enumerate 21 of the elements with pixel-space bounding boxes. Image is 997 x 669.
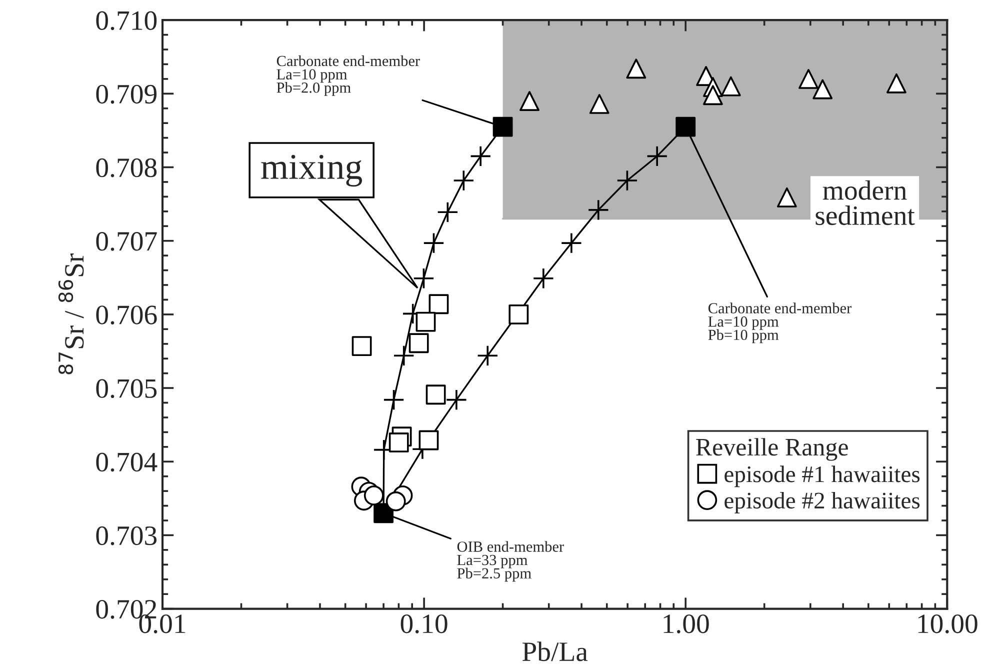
- annotation: OIB end-member La=33 ppm Pb=2.5 ppm: [457, 541, 564, 582]
- annotation: Carbonate end-member La=10 ppm Pb=10 ppm: [708, 302, 852, 344]
- y-axis-title: $^{87}$Sr / $^{86}$Sr: [58, 254, 84, 374]
- y-tick-label: 0.703: [96, 526, 157, 546]
- legend-label: episode #1 hawaiites: [724, 466, 920, 488]
- y-tick-label: 0.704: [96, 452, 158, 472]
- legend-title: Reveille Range: [696, 438, 848, 461]
- y-tick-label: 0.710: [96, 11, 157, 30]
- y-tick-label: 0.709: [96, 84, 157, 104]
- y-tick-label: 0.705: [96, 379, 157, 398]
- x-tick-label: 1.00: [664, 614, 709, 634]
- x-tick-label: 0.10: [400, 614, 448, 634]
- x-axis-title: Pb/La: [522, 642, 588, 662]
- x-tick-label: 10.00: [918, 614, 978, 634]
- y-tick-label: 0.708: [96, 158, 157, 178]
- annotation: modern sediment: [816, 180, 915, 226]
- annotation: mixing: [261, 154, 362, 187]
- y-tick-label: 0.707: [96, 232, 157, 251]
- legend-label: episode #2 hawaiites: [724, 492, 920, 514]
- y-tick-label: 0.706: [96, 306, 157, 324]
- annotation: Carbonate end-member La=10 ppm Pb=2.0 ppm: [276, 55, 420, 96]
